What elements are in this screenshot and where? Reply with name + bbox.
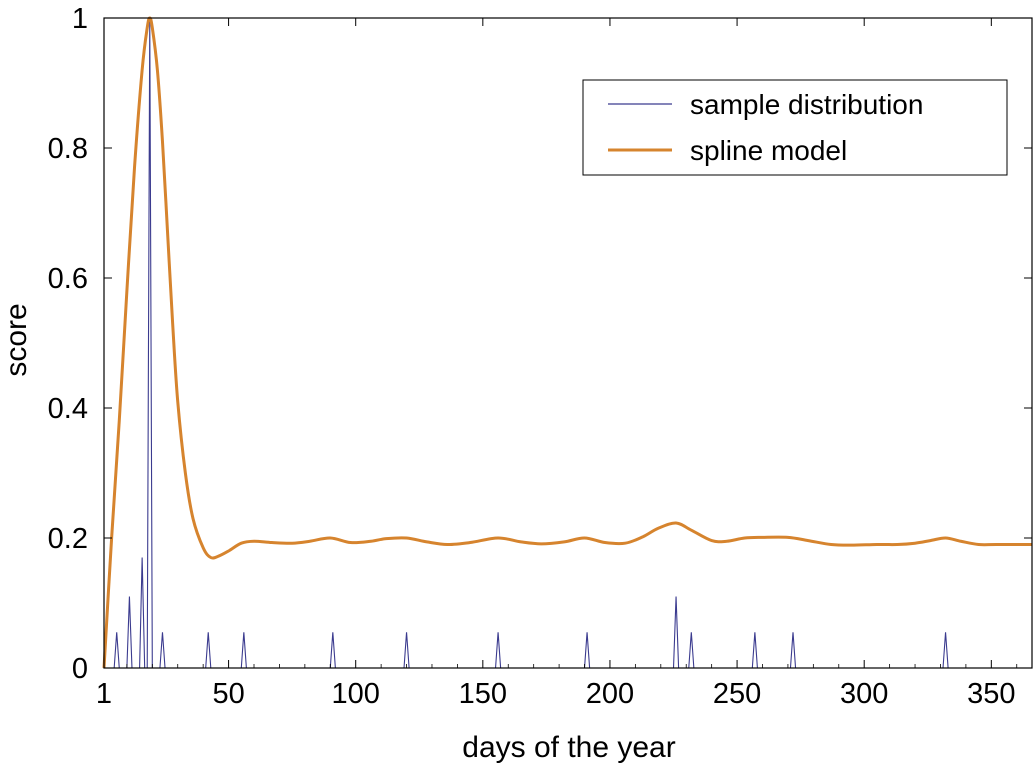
plot-frame bbox=[103, 17, 1033, 669]
x-tick-label: 50 bbox=[212, 678, 244, 710]
x-tick-label: 350 bbox=[967, 678, 1015, 710]
y-tick-label: 0.6 bbox=[48, 263, 88, 295]
x-tick-label: 100 bbox=[332, 678, 380, 710]
y-tick-label: 0.4 bbox=[48, 393, 88, 425]
x-axis-title: days of the year bbox=[462, 731, 675, 764]
x-tick-label: 150 bbox=[459, 678, 507, 710]
legend-box bbox=[582, 79, 1008, 176]
x-tick-label: 200 bbox=[586, 678, 634, 710]
x-tick-label: 1 bbox=[96, 678, 112, 710]
legend: sample distribution spline model bbox=[582, 79, 1008, 176]
y-tick-label: 0.2 bbox=[48, 523, 88, 555]
y-axis-title: score bbox=[0, 303, 33, 376]
legend-label-spline: spline model bbox=[690, 135, 847, 166]
y-tick-label: 0 bbox=[72, 653, 88, 685]
legend-label-sample: sample distribution bbox=[690, 89, 923, 120]
y-tick-label: 1 bbox=[72, 3, 88, 35]
x-tick-label: 300 bbox=[840, 678, 888, 710]
y-tick-label: 0.8 bbox=[48, 133, 88, 165]
series-spline-model bbox=[102, 16, 1032, 669]
x-tick-label: 250 bbox=[713, 678, 761, 710]
